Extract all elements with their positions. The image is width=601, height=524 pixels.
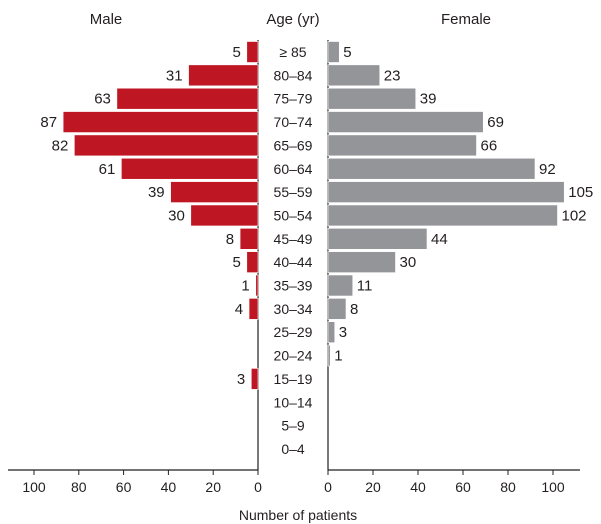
age-label-65-69: 65–69	[274, 137, 313, 153]
male-value-label: 1	[241, 278, 249, 295]
female-value-label: 30	[400, 254, 417, 271]
female-bar-60-64	[327, 157, 536, 180]
male-header: Male	[90, 11, 123, 28]
age-label-75-79: 75–79	[274, 91, 313, 107]
male-bar-80-84	[188, 64, 259, 87]
age-label-60-64: 60–64	[274, 161, 313, 177]
male-bar-55-59	[170, 181, 259, 203]
age-label-25-29: 25–29	[274, 324, 313, 340]
male-value-label: 5	[232, 44, 240, 61]
female-value-label: 69	[487, 114, 504, 131]
female-bar-50-54	[327, 204, 558, 227]
male-bar-70-74	[62, 111, 259, 133]
age-label-15-19: 15–19	[274, 371, 313, 387]
male-bar-75-79	[116, 87, 259, 110]
male-tick-label: 100	[22, 479, 46, 495]
female-tick-label: 20	[365, 479, 381, 495]
age-label-45-49: 45–49	[274, 231, 313, 247]
female-tick-label: 80	[500, 479, 516, 495]
male-value-label: 5	[232, 254, 240, 271]
male-value-label: 39	[148, 184, 165, 201]
female-value-label: 23	[384, 67, 401, 84]
age-header: Age (yr)	[266, 11, 319, 28]
age-label-70-74: 70–74	[274, 114, 313, 130]
age-label-5-9: 5–9	[281, 418, 305, 434]
male-value-label: 31	[166, 67, 183, 84]
male-bar-50-54	[190, 204, 259, 227]
male-tick-label: 60	[116, 479, 132, 495]
female-tick-label: 60	[455, 479, 471, 495]
age-label-55-59: 55–59	[274, 184, 313, 200]
male-bar-30-34	[248, 298, 259, 320]
female-bar-20-24	[327, 344, 331, 367]
female-bar-45-49	[327, 228, 428, 250]
male-value-label: 87	[40, 114, 57, 131]
male-value-label: 3	[237, 371, 245, 388]
female-bars	[327, 41, 565, 367]
female-bar-65-69	[327, 134, 477, 157]
male-bar-15-19	[250, 368, 259, 390]
female-bar-70-74	[327, 111, 484, 133]
male-bar-45-49	[239, 228, 259, 250]
female-value-label: 39	[420, 91, 437, 108]
female-value-label: 5	[343, 44, 351, 61]
male-tick-label: 40	[161, 479, 177, 495]
male-tick-label: 20	[205, 479, 221, 495]
female-value-label: 8	[350, 301, 358, 318]
male-value-label: 30	[168, 207, 185, 224]
age-label-80-84: 80–84	[274, 67, 313, 83]
female-value-label: 11	[357, 278, 373, 295]
female-value-label: 92	[539, 161, 556, 178]
age-label-35-39: 35–39	[274, 278, 313, 294]
male-value-label: 8	[226, 231, 234, 248]
male-value-label: 4	[235, 301, 243, 318]
male-tick-label: 80	[71, 479, 87, 495]
male-bar-ge85	[246, 41, 259, 63]
female-bar-25-29	[327, 321, 336, 344]
age-label-20-24: 20–24	[274, 348, 313, 364]
female-value-label: 105	[568, 184, 593, 201]
female-value-label: 44	[431, 231, 448, 248]
female-bar-35-39	[327, 274, 354, 297]
age-label-0-4: 0–4	[281, 441, 305, 457]
female-bar-ge85	[327, 41, 340, 63]
age-label-30-34: 30–34	[274, 301, 313, 317]
male-bars	[62, 41, 259, 390]
female-value-label: 66	[481, 137, 498, 154]
female-bar-55-59	[327, 181, 565, 203]
female-header: Female	[441, 11, 491, 28]
age-label-40-44: 40–44	[274, 254, 313, 270]
male-bar-60-64	[121, 157, 259, 180]
male-value-label: 82	[52, 137, 69, 154]
female-bar-75-79	[327, 87, 417, 110]
male-tick-label: 0	[254, 479, 262, 495]
female-tick-label: 100	[541, 479, 565, 495]
male-value-label: 61	[99, 161, 116, 178]
male-bar-35-39	[255, 274, 259, 297]
female-bar-40-44	[327, 251, 396, 273]
female-value-label: 1	[334, 348, 342, 365]
age-label-ge85: ≥ 85	[279, 44, 306, 60]
female-bar-30-34	[327, 298, 347, 320]
age-label-10-14: 10–14	[274, 394, 313, 410]
age-label-50-54: 50–54	[274, 207, 313, 223]
female-value-label: 3	[339, 324, 347, 341]
age-group-labels: ≥ 85 80–84 75–79 70–74 65–69 60–64 55–59 50–54 4…	[274, 44, 313, 457]
male-bar-65-69	[74, 134, 259, 157]
female-tick-label: 40	[410, 479, 426, 495]
male-value-label: 63	[94, 91, 111, 108]
male-bar-40-44	[246, 251, 259, 273]
female-value-label: 102	[562, 207, 587, 224]
female-bar-80-84	[327, 64, 381, 87]
x-axis-title: Number of patients	[239, 507, 357, 523]
female-tick-label: 0	[324, 479, 332, 495]
